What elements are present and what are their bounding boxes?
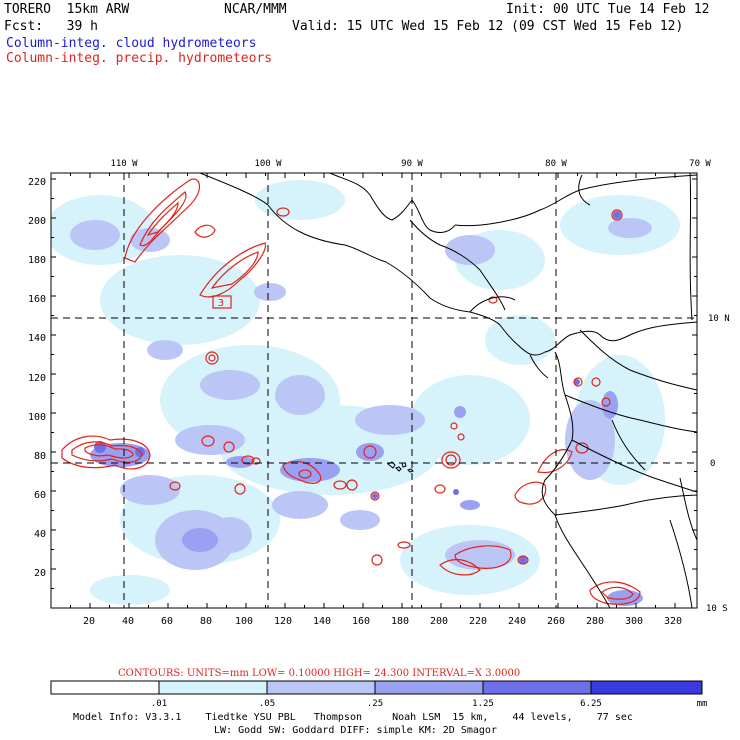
- y-tick-label: 160: [28, 294, 46, 305]
- lon-label-90w: 90 W: [401, 159, 423, 169]
- lat-label-0: 0: [710, 459, 715, 469]
- y-tick-label: 120: [28, 373, 46, 384]
- valid-time: Valid: 15 UTC Wed 15 Feb 12 (09 CST Wed …: [292, 19, 684, 34]
- coastlines: [199, 173, 697, 608]
- init-time: Init: 00 UTC Tue 14 Feb 12: [506, 2, 710, 17]
- x-tick-label: 60: [161, 616, 173, 627]
- cloud-field-title: Column-integ. cloud hydrometeors: [6, 36, 257, 51]
- lat-label-10s: 10 S: [706, 604, 728, 614]
- precip-field-title: Column-integ. precip. hydrometeors: [6, 51, 273, 66]
- y-tick-label: 140: [28, 333, 46, 344]
- legend-bin-2: [267, 681, 375, 694]
- legend-bin-label: .01: [151, 699, 167, 709]
- y-tick-label: 20: [34, 568, 46, 579]
- legend-bin-label: .05: [259, 699, 275, 709]
- x-tick-label: 240: [508, 616, 526, 627]
- x-tick-label: 160: [352, 616, 370, 627]
- legend-bin-1: [159, 681, 267, 694]
- forecast-hour: Fcst: 39 h: [4, 19, 98, 34]
- y-tick-label: 180: [28, 255, 46, 266]
- contour-label: 3: [218, 298, 224, 309]
- x-tick-label: 300: [625, 616, 643, 627]
- y-tick-label: 100: [28, 412, 46, 423]
- map-plot-area: [51, 173, 697, 608]
- x-tick-label: 220: [469, 616, 487, 627]
- cloud-shade-core: [94, 211, 621, 564]
- model-physics: LW: Godd SW: Goddard DIFF: simple KM: 2D…: [214, 725, 497, 736]
- lon-label-70w: 70 W: [689, 159, 711, 169]
- precip-contours: [61, 178, 641, 605]
- legend-frame: [50, 680, 703, 695]
- model-info: Model Info: V3.3.1 Tiedtke YSU PBL Thomp…: [73, 712, 633, 723]
- y-tick-label: 220: [28, 177, 46, 188]
- legend-bin-label: .25: [367, 699, 383, 709]
- y-tick-label: 60: [34, 490, 46, 501]
- center-name: NCAR/MMM: [224, 2, 287, 17]
- model-title: TORERO 15km ARW: [4, 2, 130, 17]
- color-legend: [50, 680, 703, 695]
- x-tick-label: 80: [200, 616, 212, 627]
- legend-bin-5: [591, 681, 702, 694]
- x-tick-label: 140: [313, 616, 331, 627]
- y-tick-label: 40: [34, 529, 46, 540]
- x-tick-label: 320: [664, 616, 682, 627]
- legend-bin-label: 1.25: [472, 699, 494, 709]
- x-tick-label: 280: [586, 616, 604, 627]
- x-tick-label: 120: [274, 616, 292, 627]
- x-tick-label: 260: [547, 616, 565, 627]
- legend-bin-3: [375, 681, 483, 694]
- x-tick-label: 100: [235, 616, 253, 627]
- legend-unit: mm: [697, 699, 708, 709]
- axis-ticks: [50, 173, 697, 609]
- x-tick-label: 40: [122, 616, 134, 627]
- x-tick-label: 200: [430, 616, 448, 627]
- lon-label-80w: 80 W: [545, 159, 567, 169]
- lat-label-10n: 10 N: [708, 314, 730, 324]
- legend-bin-0: [51, 681, 159, 694]
- lon-label-100w: 100 W: [254, 159, 282, 169]
- lon-label-110w: 110 W: [110, 159, 138, 169]
- legend-bin-4: [483, 681, 591, 694]
- y-tick-label: 80: [34, 451, 46, 462]
- legend-bin-label: 6.25: [580, 699, 602, 709]
- map-frame: [50, 172, 698, 609]
- graticule: [51, 173, 697, 608]
- contour-info: CONTOURS: UNITS=mm LOW= 0.10000 HIGH= 24…: [118, 668, 520, 679]
- x-tick-label: 180: [391, 616, 409, 627]
- y-tick-label: 200: [28, 216, 46, 227]
- x-tick-label: 20: [83, 616, 95, 627]
